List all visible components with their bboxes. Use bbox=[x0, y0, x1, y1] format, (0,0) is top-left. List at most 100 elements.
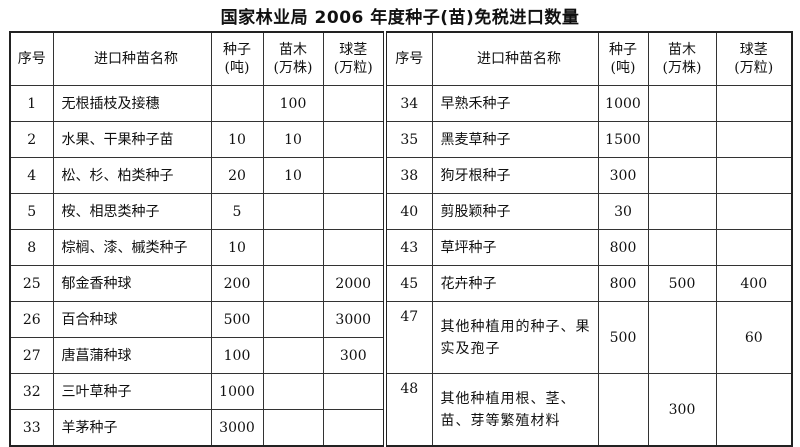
cell-bulb bbox=[715, 193, 793, 230]
cell-bulb: 300 bbox=[322, 337, 386, 374]
header-name: 进口种苗名称 bbox=[52, 31, 212, 86]
header-seed: 种子 (吨) bbox=[210, 31, 264, 86]
cell-no: 33 bbox=[9, 409, 54, 447]
table-row: 1 无根插枝及接穗 100 34 早熟禾种子 1000 bbox=[9, 85, 793, 122]
cell-seed: 20 bbox=[210, 157, 264, 194]
cell-no: 43 bbox=[383, 229, 433, 266]
cell-bulb bbox=[322, 157, 386, 194]
cell-seedling bbox=[647, 301, 717, 374]
cell-seedling bbox=[647, 85, 717, 122]
cell-no: 34 bbox=[383, 85, 433, 122]
cell-seed: 800 bbox=[597, 265, 649, 302]
table-row: 8 棕榈、漆、槭类种子 10 43 草坪种子 800 bbox=[9, 229, 793, 266]
cell-seedling bbox=[262, 409, 324, 447]
cell-no: 45 bbox=[383, 265, 433, 302]
cell-bulb: 60 bbox=[715, 301, 793, 374]
cell-name: 棕榈、漆、槭类种子 bbox=[52, 229, 212, 266]
cell-seed: 1000 bbox=[597, 85, 649, 122]
cell-seedling bbox=[647, 193, 717, 230]
cell-name: 唐菖蒲种球 bbox=[52, 337, 212, 374]
table-row: 33 羊茅种子 3000 bbox=[9, 409, 792, 447]
cell-seed bbox=[597, 373, 649, 447]
cell-seedling bbox=[262, 229, 324, 266]
header-row: 序号 进口种苗名称 种子 (吨) 苗木 (万株) 球茎 (万粒) 序号 进口种苗名称 种子 (… bbox=[9, 31, 793, 86]
page-title: 国家林业局 2006 年度种子(苗)免税进口数量 bbox=[220, 8, 580, 28]
cell-name: 羊茅种子 bbox=[52, 409, 212, 447]
cell-name: 黑麦草种子 bbox=[431, 121, 599, 158]
header-no: 序号 bbox=[9, 31, 54, 86]
header-seedling: 苗木 (万株) bbox=[647, 31, 717, 86]
cell-bulb bbox=[715, 85, 793, 122]
cell-seedling bbox=[262, 301, 324, 338]
cell-seedling bbox=[262, 265, 324, 302]
cell-name: 水果、干果种子苗 bbox=[52, 121, 212, 158]
cell-name: 剪股颖种子 bbox=[431, 193, 599, 230]
cell-name: 早熟禾种子 bbox=[431, 85, 599, 122]
cell-no: 47 bbox=[383, 301, 433, 374]
cell-seed: 5 bbox=[210, 193, 264, 230]
cell-seedling bbox=[647, 229, 717, 266]
cell-bulb bbox=[715, 121, 793, 158]
cell-no: 32 bbox=[9, 373, 54, 410]
cell-name: 狗牙根种子 bbox=[431, 157, 599, 194]
table-row: 27 唐菖蒲种球 100 300 bbox=[9, 337, 792, 374]
cell-seedling bbox=[647, 157, 717, 194]
cell-name: 草坪种子 bbox=[431, 229, 599, 266]
cell-bulb bbox=[322, 409, 386, 447]
cell-name: 无根插枝及接穗 bbox=[52, 85, 212, 122]
cell-no: 2 bbox=[9, 121, 54, 158]
cell-seedling: 500 bbox=[647, 265, 717, 302]
header-name: 进口种苗名称 bbox=[431, 31, 599, 86]
header-bulb: 球茎 (万粒) bbox=[715, 31, 793, 86]
cell-seedling bbox=[262, 373, 324, 410]
cell-seed: 800 bbox=[597, 229, 649, 266]
cell-seedling: 10 bbox=[262, 121, 324, 158]
table-row: 2 水果、干果种子苗 10 10 35 黑麦草种子 1500 bbox=[9, 121, 793, 158]
cell-no: 8 bbox=[9, 229, 54, 266]
cell-no: 1 bbox=[9, 85, 54, 122]
table-row: 26 百合种球 500 3000 47 其他种植用的种子、果实及孢子 500 60 bbox=[9, 301, 793, 374]
cell-name: 其他种植用根、茎、苗、芽等繁殖材料 bbox=[431, 373, 599, 447]
cell-seedling: 10 bbox=[262, 157, 324, 194]
cell-no: 5 bbox=[9, 193, 54, 230]
header-no: 序号 bbox=[383, 31, 433, 86]
cell-seedling bbox=[647, 121, 717, 158]
cell-seed: 500 bbox=[597, 301, 649, 374]
cell-no: 27 bbox=[9, 337, 54, 374]
cell-bulb bbox=[715, 157, 793, 194]
cell-bulb bbox=[322, 373, 386, 410]
cell-no: 38 bbox=[383, 157, 433, 194]
cell-seed: 10 bbox=[210, 121, 264, 158]
cell-no: 4 bbox=[9, 157, 54, 194]
header-bulb: 球茎 (万粒) bbox=[322, 31, 386, 86]
cell-no: 40 bbox=[383, 193, 433, 230]
table-row: 5 桉、相思类种子 5 40 剪股颖种子 30 bbox=[9, 193, 793, 230]
cell-no: 26 bbox=[9, 301, 54, 338]
table-row: 25 郁金香种球 200 2000 45 花卉种子 800 500 400 bbox=[9, 265, 793, 302]
cell-no: 35 bbox=[383, 121, 433, 158]
cell-bulb bbox=[322, 85, 386, 122]
cell-seed: 1500 bbox=[597, 121, 649, 158]
cell-seedling bbox=[262, 337, 324, 374]
cell-seedling: 100 bbox=[262, 85, 324, 122]
table-row: 32 三叶草种子 1000 48 其他种植用根、茎、苗、芽等繁殖材料 300 bbox=[9, 373, 793, 447]
cell-no: 48 bbox=[383, 373, 433, 447]
cell-seedling: 300 bbox=[647, 373, 717, 447]
cell-bulb bbox=[322, 193, 386, 230]
cell-seed: 10 bbox=[210, 229, 264, 266]
import-quota-table: 序号 进口种苗名称 种子 (吨) 苗木 (万株) 球茎 (万粒) 序号 进口种苗名称 种子 (… bbox=[9, 31, 793, 447]
cell-seed: 300 bbox=[597, 157, 649, 194]
cell-bulb: 2000 bbox=[322, 265, 386, 302]
cell-bulb: 3000 bbox=[322, 301, 386, 338]
cell-no: 25 bbox=[9, 265, 54, 302]
cell-seed bbox=[210, 85, 264, 122]
cell-seed: 1000 bbox=[210, 373, 264, 410]
table-row: 4 松、杉、柏类种子 20 10 38 狗牙根种子 300 bbox=[9, 157, 793, 194]
cell-name: 百合种球 bbox=[52, 301, 212, 338]
cell-seed: 30 bbox=[597, 193, 649, 230]
cell-name: 花卉种子 bbox=[431, 265, 599, 302]
header-seedling: 苗木 (万株) bbox=[262, 31, 324, 86]
cell-bulb bbox=[715, 373, 793, 447]
cell-bulb bbox=[322, 121, 386, 158]
cell-seedling bbox=[262, 193, 324, 230]
